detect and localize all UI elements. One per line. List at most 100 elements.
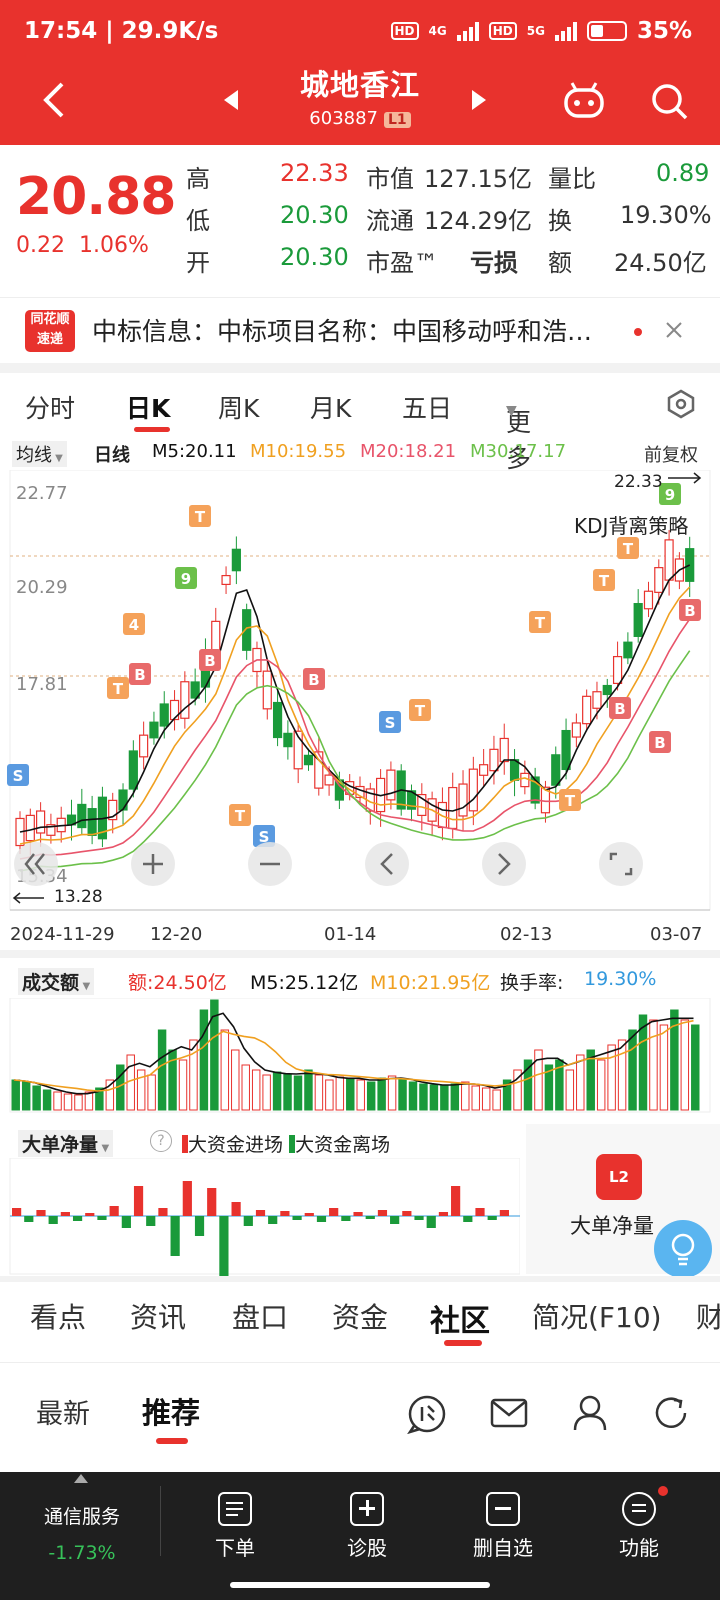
volume-selector[interactable]: 成交额 ▼ xyxy=(18,968,95,995)
big-order-bar xyxy=(402,1211,412,1216)
big-order-bar xyxy=(377,1210,388,1216)
volume-bar xyxy=(53,1091,62,1111)
big-order-bar xyxy=(487,1216,497,1220)
kdj-strategy-label[interactable]: KDJ背离策略 xyxy=(574,514,688,538)
tab-community[interactable]: 社区 xyxy=(430,1304,490,1339)
tab-five-day[interactable]: 五日 xyxy=(402,394,453,423)
network-4g-label: 4G xyxy=(428,24,447,38)
nav-functions[interactable]: 功能 xyxy=(584,1486,694,1561)
tab-intraday[interactable]: 分时 xyxy=(25,394,76,423)
candle-body xyxy=(489,748,499,772)
candle-body xyxy=(520,772,530,788)
expand-up-icon[interactable] xyxy=(74,1474,88,1484)
subtab-latest[interactable]: 最新 xyxy=(36,1399,90,1430)
period-label: 日线 xyxy=(94,445,130,466)
next-candle-button[interactable] xyxy=(482,842,526,886)
zoom-out-button[interactable] xyxy=(248,842,292,886)
tab-capital[interactable]: 资金 xyxy=(332,1301,389,1334)
volume-chart[interactable] xyxy=(0,998,720,1114)
signal-marker-label: T xyxy=(599,572,610,590)
level2-promo[interactable]: L2 大单净量 xyxy=(526,1124,720,1278)
signal-marker xyxy=(609,697,631,719)
big-order-chart[interactable] xyxy=(0,1158,520,1276)
back-icon[interactable] xyxy=(40,80,70,120)
ma-type-selector[interactable]: 均线 ▼ xyxy=(12,441,67,467)
prev-stock-icon[interactable] xyxy=(222,88,242,112)
community-post-icon[interactable] xyxy=(406,1394,448,1434)
mail-icon[interactable] xyxy=(490,1398,528,1430)
big-order-bar xyxy=(365,1216,375,1219)
zoom-in-button[interactable] xyxy=(131,842,175,886)
next-stock-icon[interactable] xyxy=(468,88,488,112)
settings-hex-icon[interactable] xyxy=(666,389,696,419)
signal-marker-label: T xyxy=(195,508,206,526)
nav-remove-watchlist[interactable]: 删自选 xyxy=(448,1492,558,1561)
tab-profile-f10[interactable]: 简况(F10) xyxy=(532,1301,662,1334)
volume-bar xyxy=(136,1069,146,1111)
candle-body xyxy=(231,548,241,572)
signal-marker xyxy=(129,663,151,685)
signal-marker-label: 4 xyxy=(129,616,139,634)
fullscreen-button[interactable] xyxy=(599,842,643,886)
tab-orderbook[interactable]: 盘口 xyxy=(232,1301,289,1334)
nav-order[interactable]: 下单 xyxy=(180,1492,290,1561)
signal-marker xyxy=(199,649,221,671)
sector-name[interactable]: 通信服务 xyxy=(43,1506,120,1528)
help-icon[interactable]: ? xyxy=(150,1130,172,1152)
tab-finance[interactable]: 财 xyxy=(696,1301,720,1334)
search-icon[interactable] xyxy=(650,82,690,122)
big-order-bar xyxy=(268,1216,278,1224)
volume-bar xyxy=(366,1081,376,1111)
adjust-label[interactable]: 前复权 xyxy=(644,445,698,466)
signal-marker xyxy=(679,599,701,621)
volume-bar xyxy=(502,1079,512,1111)
signal-icon-2 xyxy=(554,21,577,41)
big-order-bar xyxy=(304,1213,314,1216)
nav-diagnose[interactable]: 诊股 xyxy=(312,1492,422,1561)
volume-amount: 额:24.50亿 xyxy=(128,972,227,994)
signal-marker xyxy=(303,668,325,690)
tab-news[interactable]: 资讯 xyxy=(130,1301,187,1334)
big-order-selector[interactable]: 大单净量 ▼ xyxy=(18,1130,114,1157)
ma-legend: 均线 ▼ 日线 M5:20.11 M10:19.55 M20:18.21 M30… xyxy=(0,438,720,468)
subtab-recommended[interactable]: 推荐 xyxy=(142,1396,201,1430)
big-order-panel: 大单净量 ▼ ? 大资金进场 大资金离场 L2 大单净量 xyxy=(0,1124,720,1278)
volume-bar xyxy=(429,1084,439,1111)
candle-body xyxy=(664,539,674,581)
refresh-icon[interactable] xyxy=(652,1394,690,1432)
scroll-left-button[interactable] xyxy=(14,842,58,886)
signal-marker-label: B xyxy=(204,652,215,670)
robot-icon[interactable] xyxy=(562,80,606,120)
current-price: 20.88 xyxy=(16,167,176,227)
volume-bar xyxy=(189,1039,198,1111)
news-ticker[interactable]: 同花顺 速递 中标信息：中标项目名称：中国移动呼和浩… xyxy=(0,297,720,363)
volume-bar xyxy=(398,1079,407,1111)
volume-bar xyxy=(638,1014,648,1111)
tab-highlights[interactable]: 看点 xyxy=(30,1301,87,1334)
high-price-marker: 22.33 xyxy=(614,472,663,492)
volume-bar xyxy=(210,999,219,1111)
big-order-bar xyxy=(255,1210,266,1216)
tab-weekly-k[interactable]: 周K xyxy=(218,394,260,423)
user-icon[interactable] xyxy=(572,1394,608,1432)
big-order-bar xyxy=(97,1216,107,1220)
signal-marker xyxy=(253,825,275,847)
prev-candle-button[interactable] xyxy=(365,842,409,886)
news-text[interactable]: 中标信息：中标项目名称：中国移动呼和浩… xyxy=(92,317,593,346)
volume-bar xyxy=(147,1074,156,1111)
signal-marker-label: B xyxy=(614,700,625,718)
volume-bar xyxy=(231,1049,240,1111)
idea-bulb-button[interactable] xyxy=(654,1220,712,1278)
tab-monthly-k[interactable]: 月K xyxy=(310,394,352,423)
candle-body xyxy=(242,609,252,651)
tab-daily-k[interactable]: 日K xyxy=(126,394,171,423)
candle-body xyxy=(139,734,149,758)
candle-body xyxy=(149,721,159,739)
candle-body xyxy=(221,574,231,586)
close-icon[interactable] xyxy=(664,320,684,340)
ma30-value: M30:17.17 xyxy=(470,441,567,462)
status-bar: 17:54 | 29.9K/s HD 4G HD 5G 35% xyxy=(0,0,720,62)
candle-body xyxy=(479,764,489,776)
volume-bar xyxy=(628,1029,637,1111)
